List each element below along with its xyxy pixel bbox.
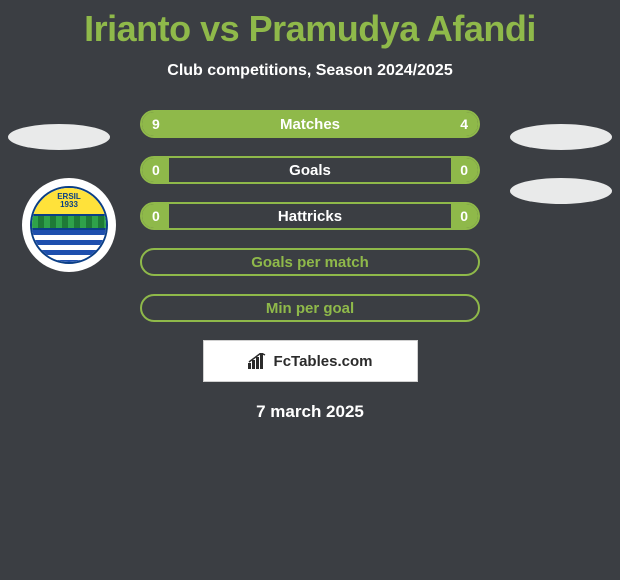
stat-row-empty: Min per goal (140, 294, 480, 322)
date-label: 7 march 2025 (0, 402, 620, 422)
brand-watermark: FcTables.com (203, 340, 418, 382)
stat-right-value: 0 (451, 158, 478, 182)
stat-left-value: 0 (142, 204, 169, 228)
stat-left-value: 9 (142, 112, 377, 136)
stat-right-value: 0 (451, 204, 478, 228)
brand-text: FcTables.com (274, 353, 373, 370)
avatar-placeholder-right-2 (510, 178, 612, 204)
stat-row: 0 0Goals (140, 156, 480, 184)
stat-row: 0 0Hattricks (140, 202, 480, 230)
chart-icon (248, 353, 268, 369)
stat-left-value: 0 (142, 158, 169, 182)
stat-label: Goals (142, 158, 478, 182)
stat-row: 94Matches (140, 110, 480, 138)
page-title: Irianto vs Pramudya Afandi (0, 8, 620, 50)
avatar-placeholder-right-1 (510, 124, 612, 150)
avatar-placeholder-left-1 (8, 124, 110, 150)
stat-right-value: 4 (377, 112, 478, 136)
badge-year: 1933 (60, 201, 78, 209)
stat-row-empty: Goals per match (140, 248, 480, 276)
club-badge-left: ERSIL 1933 (22, 178, 116, 272)
stat-label: Hattricks (142, 204, 478, 228)
subtitle: Club competitions, Season 2024/2025 (0, 62, 620, 80)
